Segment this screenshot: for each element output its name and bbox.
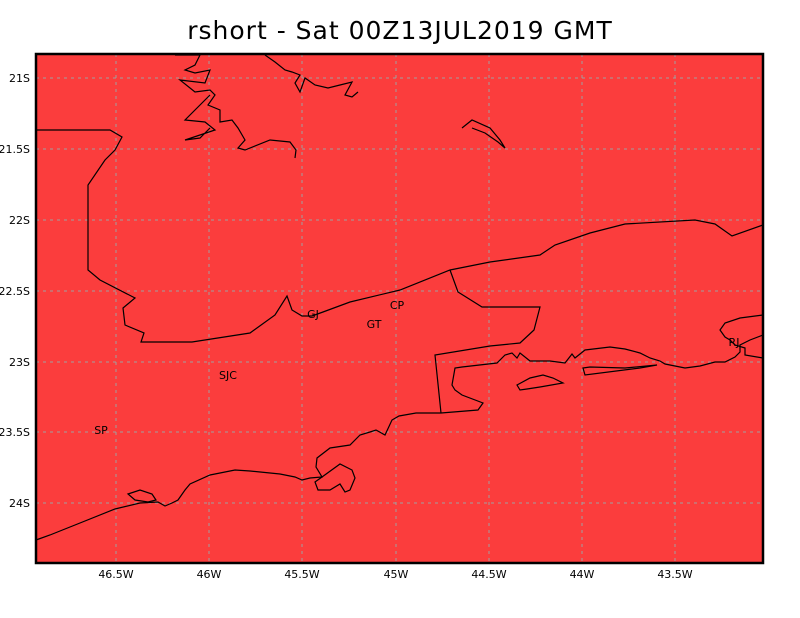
lon-tick-label: 45.5W bbox=[284, 568, 319, 581]
lat-tick-label: 23.5S bbox=[0, 426, 30, 439]
city-label-gj: GJ bbox=[307, 308, 319, 321]
map-title: rshort - Sat 00Z13JUL2019 GMT bbox=[187, 16, 613, 45]
island-ilhabela bbox=[314, 463, 356, 493]
plot-frame bbox=[34, 52, 765, 565]
city-label-cp: CP bbox=[390, 299, 405, 312]
city-label-sjc: SJC bbox=[219, 369, 237, 382]
river-north-3 bbox=[264, 54, 359, 98]
reservoir-east bbox=[461, 119, 506, 149]
restinga-marambaia bbox=[582, 364, 658, 376]
lat-tick-label: 22.5S bbox=[0, 285, 30, 298]
lon-axis: 46.5W 46W 45.5W 45W 44.5W 44W 43.5W bbox=[98, 568, 692, 581]
lat-tick-label: 21S bbox=[9, 72, 30, 85]
city-label-sp: SP bbox=[94, 424, 108, 437]
city-labels: GJ CP GT SJC SP RJ bbox=[94, 299, 739, 437]
data-field-fill bbox=[36, 54, 763, 563]
lon-tick-label: 44.5W bbox=[471, 568, 506, 581]
island-santo-amaro bbox=[126, 489, 157, 503]
river-north-1 bbox=[175, 54, 297, 159]
lat-tick-label: 24S bbox=[9, 497, 30, 510]
lon-tick-label: 46W bbox=[197, 568, 222, 581]
city-label-rj: RJ bbox=[729, 336, 740, 349]
lon-tick-label: 45W bbox=[384, 568, 409, 581]
guanabara-bay bbox=[719, 314, 764, 359]
state-border-rj bbox=[434, 269, 541, 414]
river-north-2 bbox=[183, 94, 217, 141]
lon-tick-label: 43.5W bbox=[657, 568, 692, 581]
city-label-gt: GT bbox=[367, 318, 382, 331]
lon-tick-label: 44W bbox=[570, 568, 595, 581]
lat-axis: 21S 21.5S 22S 22.5S 23S 23.5S 24S bbox=[0, 72, 30, 510]
lat-tick-label: 21.5S bbox=[0, 143, 30, 156]
boundaries bbox=[35, 54, 764, 541]
lat-tick-label: 23S bbox=[9, 356, 30, 369]
lon-tick-label: 46.5W bbox=[98, 568, 133, 581]
lat-tick-label: 22S bbox=[9, 214, 30, 227]
island-ilha-grande bbox=[516, 374, 565, 391]
grid-lines bbox=[36, 54, 763, 563]
state-border-mg bbox=[36, 129, 764, 343]
coastline bbox=[35, 334, 764, 541]
